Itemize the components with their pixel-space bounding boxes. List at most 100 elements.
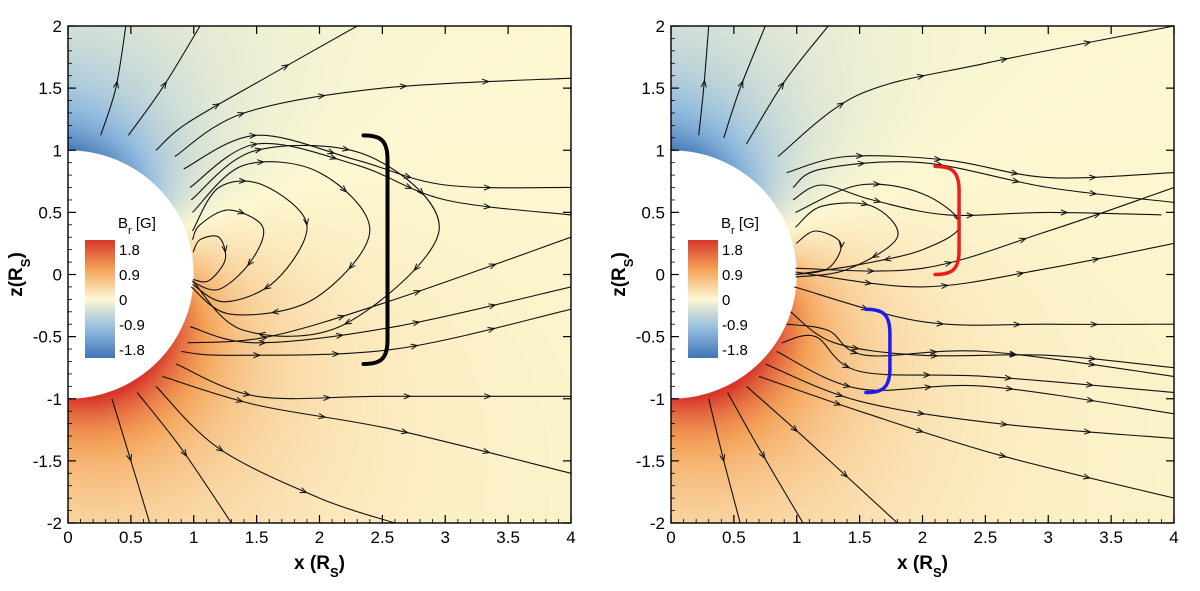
x-tick-label: 0.5: [119, 528, 143, 547]
colorbar-label: 0.9: [722, 267, 743, 284]
streamline-arrow: [1091, 257, 1101, 263]
streamline-arrow: [923, 371, 932, 379]
streamline: [100, 26, 127, 136]
streamline-arrow: [1016, 271, 1025, 278]
streamline-arrow: [1088, 355, 1097, 362]
streamline-arrow: [299, 487, 308, 494]
streamline: [765, 363, 1174, 440]
streamline-arrow: [1093, 212, 1102, 219]
streamline-arrow: [737, 80, 744, 89]
y-tick-label: 1.5: [641, 79, 665, 98]
streamline: [174, 77, 571, 157]
colorbar-title: Br [G]: [721, 215, 759, 237]
streamline-arrow: [413, 290, 422, 296]
streamline-arrow: [873, 180, 882, 187]
streamline-arrow: [112, 80, 119, 89]
streamline-arrow: [998, 452, 1008, 459]
streamline: [786, 323, 1174, 377]
streamline-arrow: [483, 184, 492, 191]
streamline-arrow: [873, 197, 882, 204]
streamline-arrow: [212, 103, 221, 110]
streamline-arrow: [256, 159, 266, 166]
streamline-arrow: [835, 391, 844, 398]
streamline-arrow: [836, 102, 845, 109]
streamline: [192, 235, 227, 283]
streamline-arrow: [924, 384, 933, 391]
y-tick-label: -1.5: [636, 452, 665, 471]
streamline-arrow: [410, 343, 419, 350]
streamline-arrow: [483, 203, 492, 210]
streamline-arrow: [1083, 428, 1092, 435]
streamline-arrow: [254, 147, 263, 154]
colorbar-label: -0.9: [119, 317, 145, 334]
streamline: [795, 242, 1174, 288]
streamline: [181, 308, 571, 356]
colorbar: [85, 240, 115, 358]
x-tick-label: 4: [566, 528, 575, 547]
streamline-arrow: [160, 80, 167, 89]
colorbar-legend: Br [G] 1.8 0.9 0 -0.9 -1.8: [688, 215, 759, 359]
streamline-arrow: [329, 153, 338, 160]
streamline-arrow: [1004, 374, 1013, 381]
streamline-arrow: [260, 335, 269, 342]
x-tick-label: 0: [666, 528, 675, 547]
streamline-arrow: [235, 396, 244, 403]
x-axis-title: x (RS): [294, 553, 345, 580]
y-tick-label: -0.5: [33, 328, 62, 347]
colorbar-label: -1.8: [722, 342, 748, 359]
streamline-arrow: [1088, 360, 1097, 367]
streamline-arrow: [1089, 190, 1098, 197]
streamline-arrow: [250, 141, 259, 148]
streamline-arrow: [857, 160, 866, 167]
streamline-arrow: [323, 394, 332, 401]
streamline-arrow: [842, 362, 851, 369]
streamline-arrow: [332, 351, 341, 358]
colorbar-label: -0.9: [722, 317, 748, 334]
streamline-arrow: [929, 349, 938, 356]
y-axis-title: z(RS): [6, 252, 33, 297]
streamline-arrow: [855, 152, 865, 159]
streamline: [777, 26, 1174, 157]
streamline-arrow: [758, 451, 766, 460]
streamline-arrow: [864, 279, 873, 286]
streamline-arrow: [335, 332, 345, 340]
colorbar-label: 1.8: [119, 242, 140, 259]
x-tick-label: 1.5: [245, 528, 269, 547]
streamline: [795, 202, 899, 278]
streamline-arrow: [221, 245, 228, 254]
streamline: [183, 134, 571, 189]
streamline-arrow: [790, 424, 799, 433]
colorbar: [688, 240, 718, 358]
streamline-arrow: [838, 241, 845, 250]
streamline-arrow: [237, 208, 246, 215]
streamline-arrow: [337, 314, 346, 321]
streamline-arrow: [339, 185, 348, 193]
streamline-arrow: [249, 132, 258, 139]
streamline-arrow: [842, 382, 852, 389]
left-panel: 0 0.5 1 1.5 2 2.5 3 3.5 4 -2 -1.5 -1 -0.5 0 0.5 1 1.5 2 x …: [6, 17, 576, 580]
streamline: [792, 161, 1174, 203]
streamline-arrow: [348, 261, 356, 270]
streamline-arrow: [317, 93, 326, 100]
highlight-bracket: [864, 307, 892, 395]
streamline-arrow: [487, 327, 496, 334]
streamline-arrow: [399, 83, 408, 90]
streamline-arrow: [242, 390, 252, 397]
streamline-arrow: [482, 448, 491, 454]
streamline-arrow: [1082, 473, 1092, 480]
streamline: [155, 26, 358, 151]
streamline-arrow: [484, 393, 493, 400]
highlight-bracket: [933, 164, 961, 277]
streamline-arrow: [481, 78, 491, 85]
streamline-arrow: [1090, 321, 1099, 328]
x-tick-label: 1: [792, 528, 801, 547]
y-tick-label: -1: [650, 390, 665, 409]
streamline-arrow: [258, 339, 267, 346]
x-tick-label: 0: [63, 528, 72, 547]
colorbar-label: 0.9: [119, 267, 140, 284]
y-tick-label: 0: [656, 266, 665, 285]
colorbar-label: -1.8: [119, 342, 145, 359]
y-tick-label: 1: [656, 141, 665, 160]
streamline-arrow: [263, 283, 272, 290]
streamline-arrow: [940, 283, 950, 290]
